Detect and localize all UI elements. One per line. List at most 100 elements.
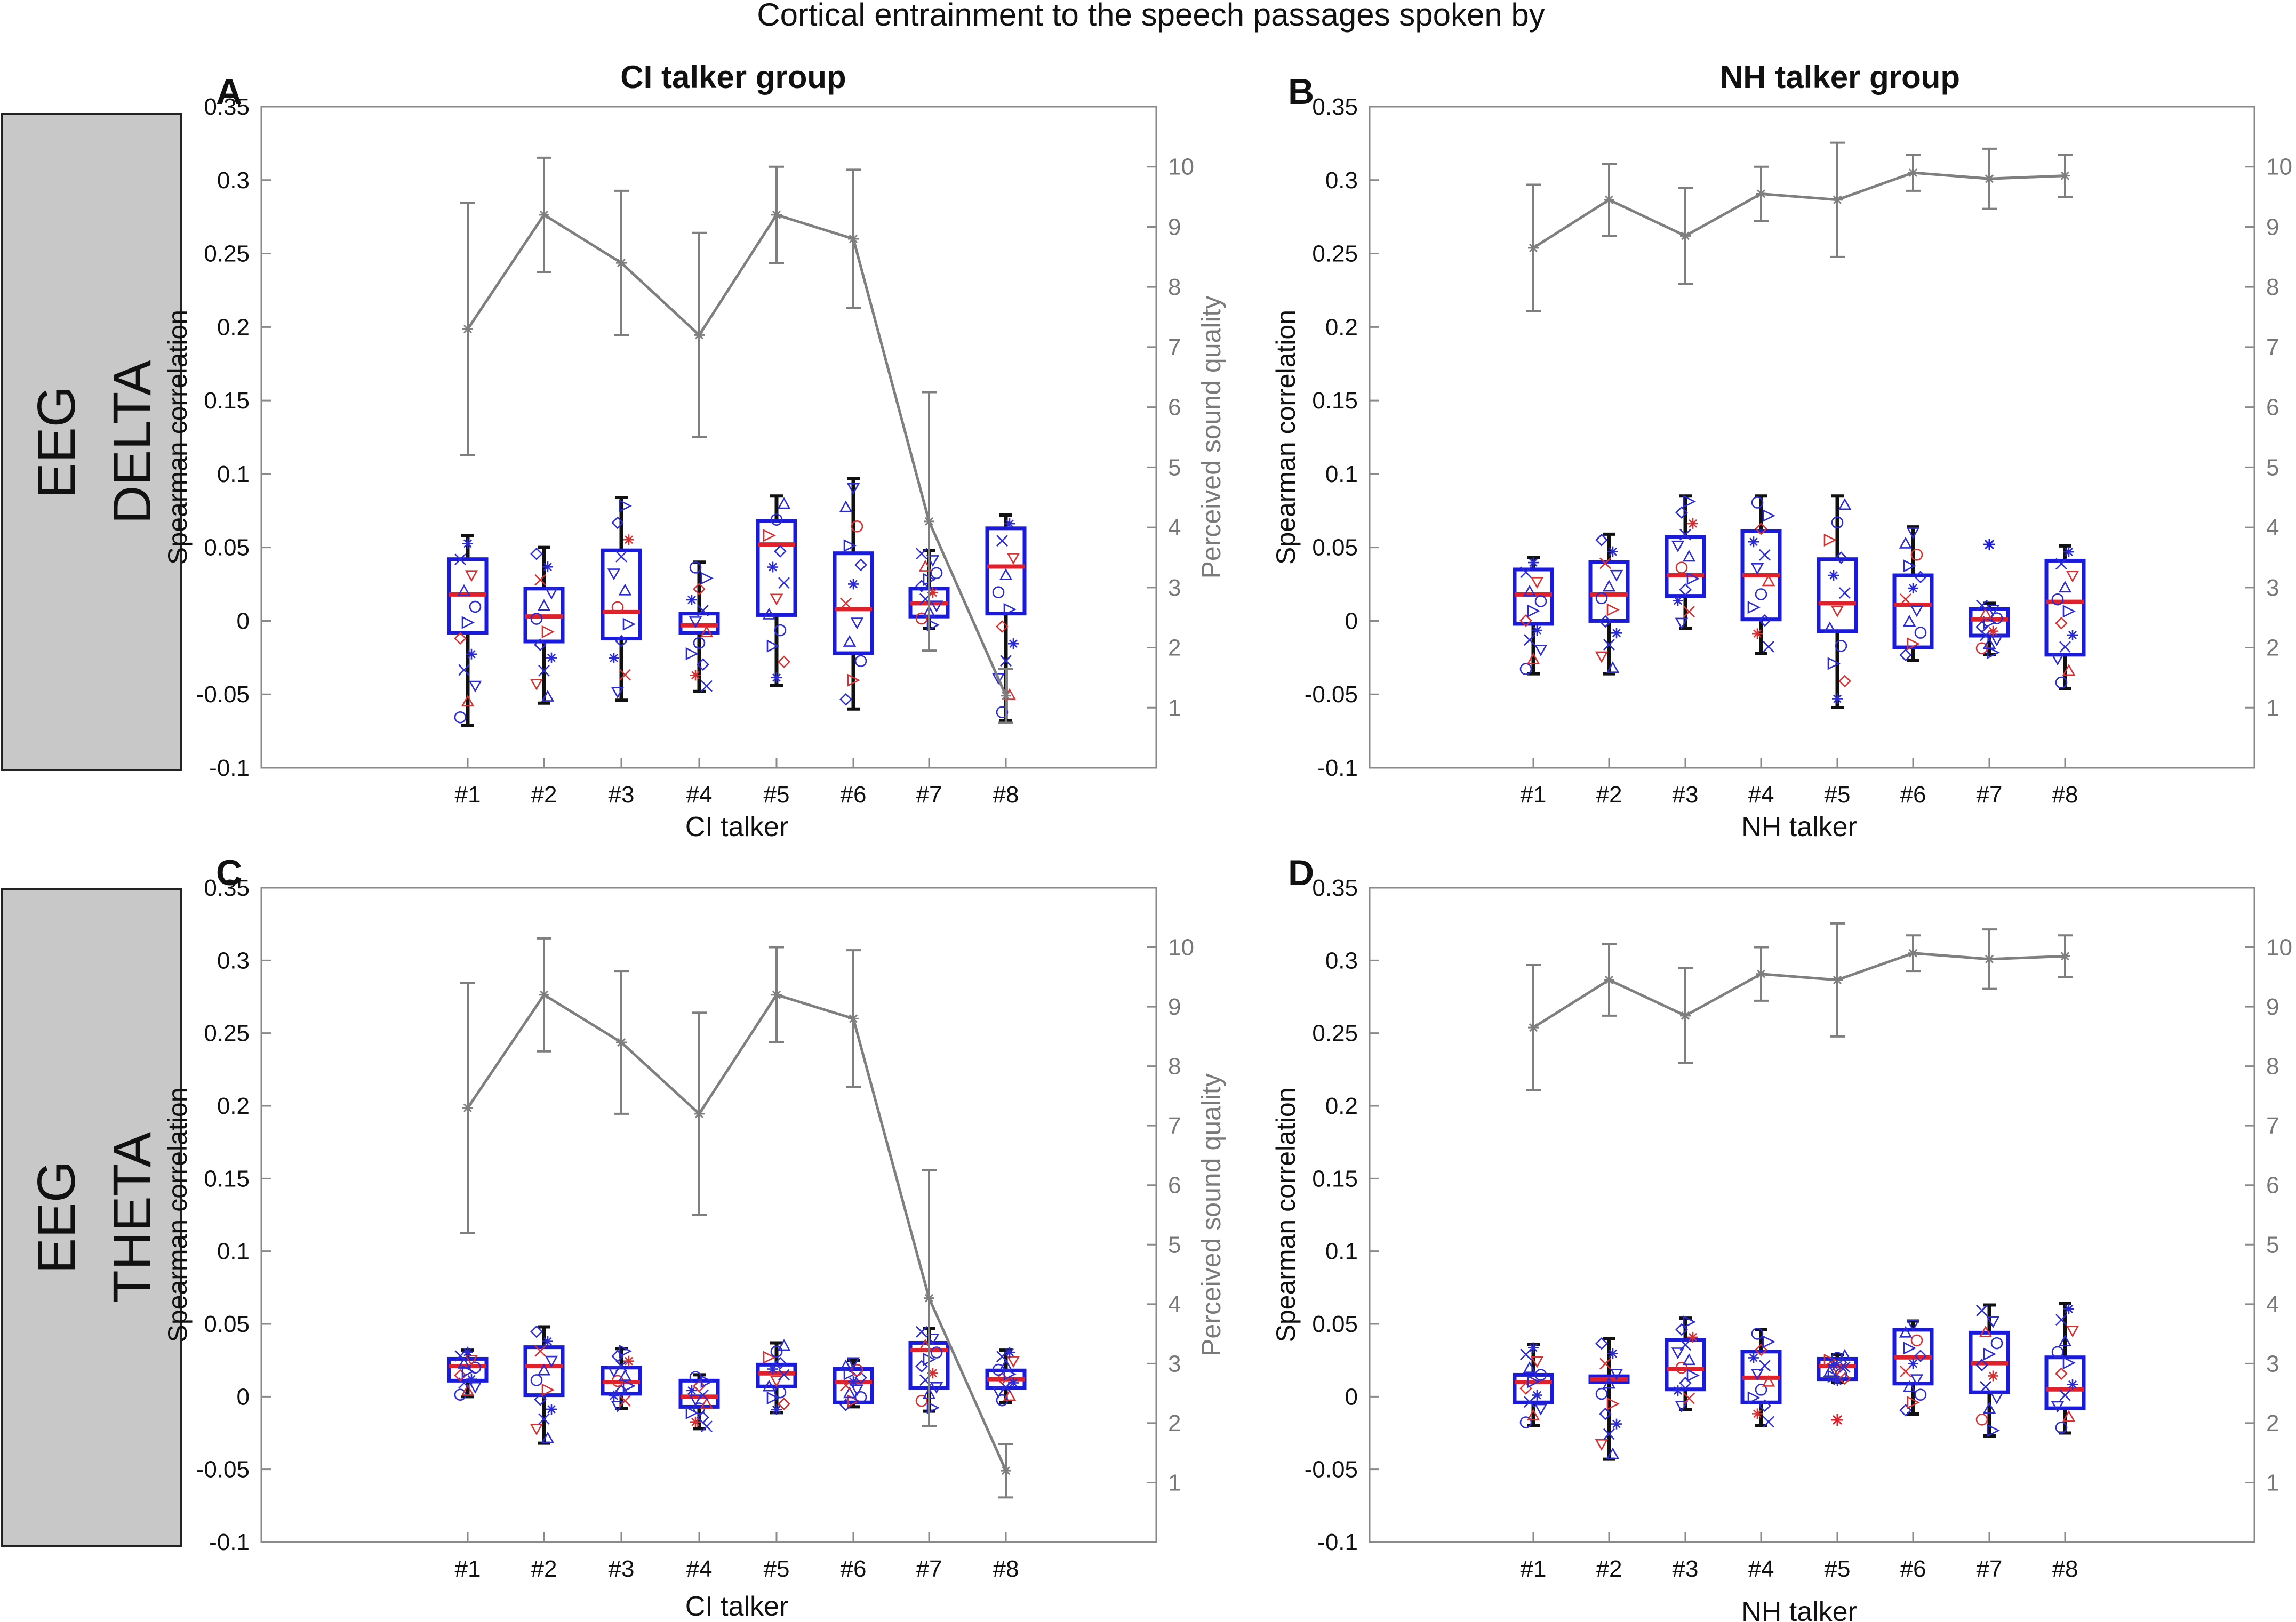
subject-marker	[700, 625, 714, 637]
subject-marker	[2055, 1314, 2067, 1326]
subject-marker	[1823, 621, 1837, 633]
subject-marker	[619, 499, 632, 512]
subject-marker	[534, 574, 546, 586]
y2-tick-label: 5	[1168, 1232, 1181, 1258]
subject-marker	[1526, 1409, 1540, 1421]
subject-marker	[2067, 1379, 2078, 1390]
y-axis-label: Spearman correlation	[1271, 310, 1301, 565]
subject-marker	[1527, 1375, 1540, 1388]
subject-marker	[1910, 1334, 1923, 1347]
subject-marker	[992, 586, 1005, 599]
subject-marker	[1828, 570, 1839, 581]
y2-tick-label: 1	[2266, 695, 2279, 721]
subject-marker	[615, 1384, 628, 1398]
y2-tick-label: 5	[2266, 454, 2279, 480]
subject-marker	[846, 483, 860, 495]
quality-point	[848, 234, 859, 244]
subject-marker	[1595, 1439, 1609, 1451]
subject-marker	[693, 637, 706, 649]
row-label-delta: EEG DELTA	[1, 113, 182, 771]
box-plot	[1588, 1337, 1630, 1461]
y-tick-label: -0.05	[196, 1457, 250, 1483]
subject-marker	[2055, 1422, 2068, 1434]
subject-marker	[1675, 506, 1688, 519]
quality-point	[1984, 953, 1995, 965]
subject-marker	[1914, 1388, 1927, 1401]
subject-marker	[1595, 651, 1609, 663]
subject-marker	[1606, 1397, 1620, 1410]
box-iqr	[1665, 535, 1706, 598]
subject-marker	[1534, 1403, 1548, 1416]
x-tick-label: #3	[609, 782, 635, 808]
y2-tick-label: 2	[1168, 635, 1181, 661]
x-tick-label: #5	[764, 1556, 790, 1582]
subject-marker	[1990, 1393, 2004, 1405]
y-tick-label: 0.05	[204, 535, 250, 561]
subject-marker	[1673, 595, 1683, 606]
y2-tick-label: 4	[1168, 1291, 1181, 1318]
subject-marker	[1838, 498, 1852, 510]
subject-marker	[1900, 1366, 1911, 1377]
y2-tick-label: 8	[1168, 1054, 1181, 1080]
subject-marker	[763, 529, 776, 542]
box-iqr	[2044, 558, 2086, 657]
subject-marker	[1759, 1360, 1771, 1372]
subject-marker	[545, 588, 558, 600]
y-tick-label: 0.35	[204, 875, 250, 901]
y-tick-label: 0.15	[1312, 1166, 1358, 1192]
subject-marker	[839, 1359, 853, 1371]
y2-tick-label: 9	[1168, 214, 1181, 240]
subject-marker	[1524, 634, 1535, 646]
subject-marker	[1008, 1377, 1019, 1388]
subject-marker	[1987, 1424, 2000, 1437]
subject-marker	[1686, 1369, 1700, 1382]
subject-marker	[1976, 599, 1988, 612]
subject-marker	[2059, 1389, 2071, 1401]
subject-marker	[1762, 1375, 1775, 1387]
quality-point	[694, 1108, 705, 1119]
subject-marker	[1679, 1339, 1691, 1351]
quality-line	[466, 993, 1007, 1472]
quality-point	[616, 258, 627, 269]
subject-marker	[766, 639, 780, 653]
x-tick-label: #4	[686, 782, 713, 808]
subject-marker	[2062, 1356, 2076, 1370]
y-tick-label: -0.1	[1317, 1529, 1358, 1555]
subject-marker	[1902, 1380, 1916, 1392]
subject-marker	[2051, 1346, 2064, 1359]
x-tick-label: #8	[2052, 782, 2078, 808]
y-tick-label: -0.1	[1317, 755, 1358, 781]
subject-marker	[454, 632, 467, 645]
subject-marker	[1983, 616, 1996, 629]
subject-marker	[530, 613, 543, 625]
panel-c: C0.35 0.3 0.25 0.2 0.15 0.1 0.05 0 -0.05 -0.1 10 9 8…	[163, 853, 1226, 1622]
subject-marker	[546, 652, 557, 663]
box-plot	[1665, 1315, 1706, 1413]
y-tick-label: 0.1	[1325, 461, 1358, 487]
subject-marker	[611, 687, 625, 699]
subject-marker	[930, 600, 943, 613]
subject-marker	[1900, 593, 1911, 605]
subject-marker	[537, 599, 551, 611]
box-plot	[1513, 1342, 1554, 1428]
subject-marker	[762, 607, 776, 620]
subject-marker	[541, 1431, 555, 1443]
subject-marker	[611, 516, 624, 529]
subject-marker	[1679, 583, 1692, 596]
subject-marker	[618, 583, 632, 596]
y2-tick-label: 1	[1168, 695, 1181, 721]
x-tick-label: #7	[1977, 1556, 2003, 1582]
box-plot	[2044, 544, 2086, 690]
quality-point	[1756, 188, 1766, 199]
subject-marker	[542, 561, 553, 573]
subject-marker	[1675, 1401, 1689, 1413]
row-label-delta-line2: DELTA	[102, 360, 162, 524]
subject-marker	[1683, 1392, 1695, 1404]
subject-marker	[530, 1325, 543, 1338]
subject-marker	[1687, 1331, 1698, 1343]
subject-marker	[843, 635, 857, 647]
y-axis-label: Spearman correlation	[163, 1087, 193, 1342]
subject-marker	[999, 1359, 1013, 1371]
y2-tick-label: 6	[1168, 395, 1181, 421]
subject-marker	[542, 1336, 553, 1347]
